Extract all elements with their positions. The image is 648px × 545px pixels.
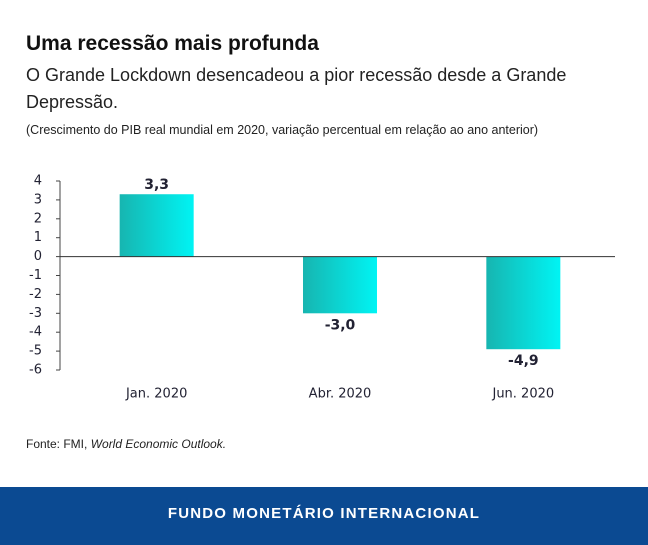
- chart-subtitle: O Grande Lockdown desencadeou a pior rec…: [26, 65, 567, 112]
- value-label: -4,9: [508, 353, 539, 369]
- y-tick-label: 2: [34, 211, 42, 226]
- source-text: Fonte: FMI,: [26, 437, 91, 451]
- y-tick-label: -1: [29, 268, 42, 283]
- x-tick-label: Abr. 2020: [309, 387, 372, 402]
- y-tick-label: -5: [29, 344, 42, 359]
- chart-note: (Crescimento do PIB real mundial em 2020…: [26, 123, 539, 137]
- source: Fonte: FMI, World Economic Outlook.: [26, 437, 226, 451]
- y-tick-label: -4: [29, 325, 42, 340]
- y-tick-label: -6: [29, 363, 42, 378]
- source-publication: World Economic Outlook.: [90, 437, 227, 451]
- y-tick-label: 3: [34, 192, 42, 207]
- value-label: -3,0: [325, 317, 356, 333]
- x-tick-label: Jun. 2020: [491, 387, 554, 402]
- bar: [119, 194, 194, 257]
- footer-text: FUNDO MONETÁRIO INTERNACIONAL: [167, 505, 481, 522]
- chart: 4 3 2 1 0 -1 -2 -3 -4 -5 -6 Jan. 2020 3,3 Abr. 2020 -3…: [29, 174, 615, 402]
- bar: [486, 256, 561, 350]
- x-tick-label: Jan. 2020: [125, 387, 187, 402]
- chart-title: Uma recessão mais profunda: [26, 32, 319, 55]
- y-tick-label: 1: [34, 230, 42, 245]
- value-label: 3,3: [144, 177, 169, 193]
- bar: [303, 256, 377, 314]
- y-tick-label: -3: [29, 306, 42, 321]
- y-tick-label: 4: [34, 174, 42, 189]
- y-tick-label: 0: [34, 249, 42, 264]
- y-tick-label: -2: [29, 287, 42, 302]
- footer: FUNDO MONETÁRIO INTERNACIONAL: [0, 487, 648, 545]
